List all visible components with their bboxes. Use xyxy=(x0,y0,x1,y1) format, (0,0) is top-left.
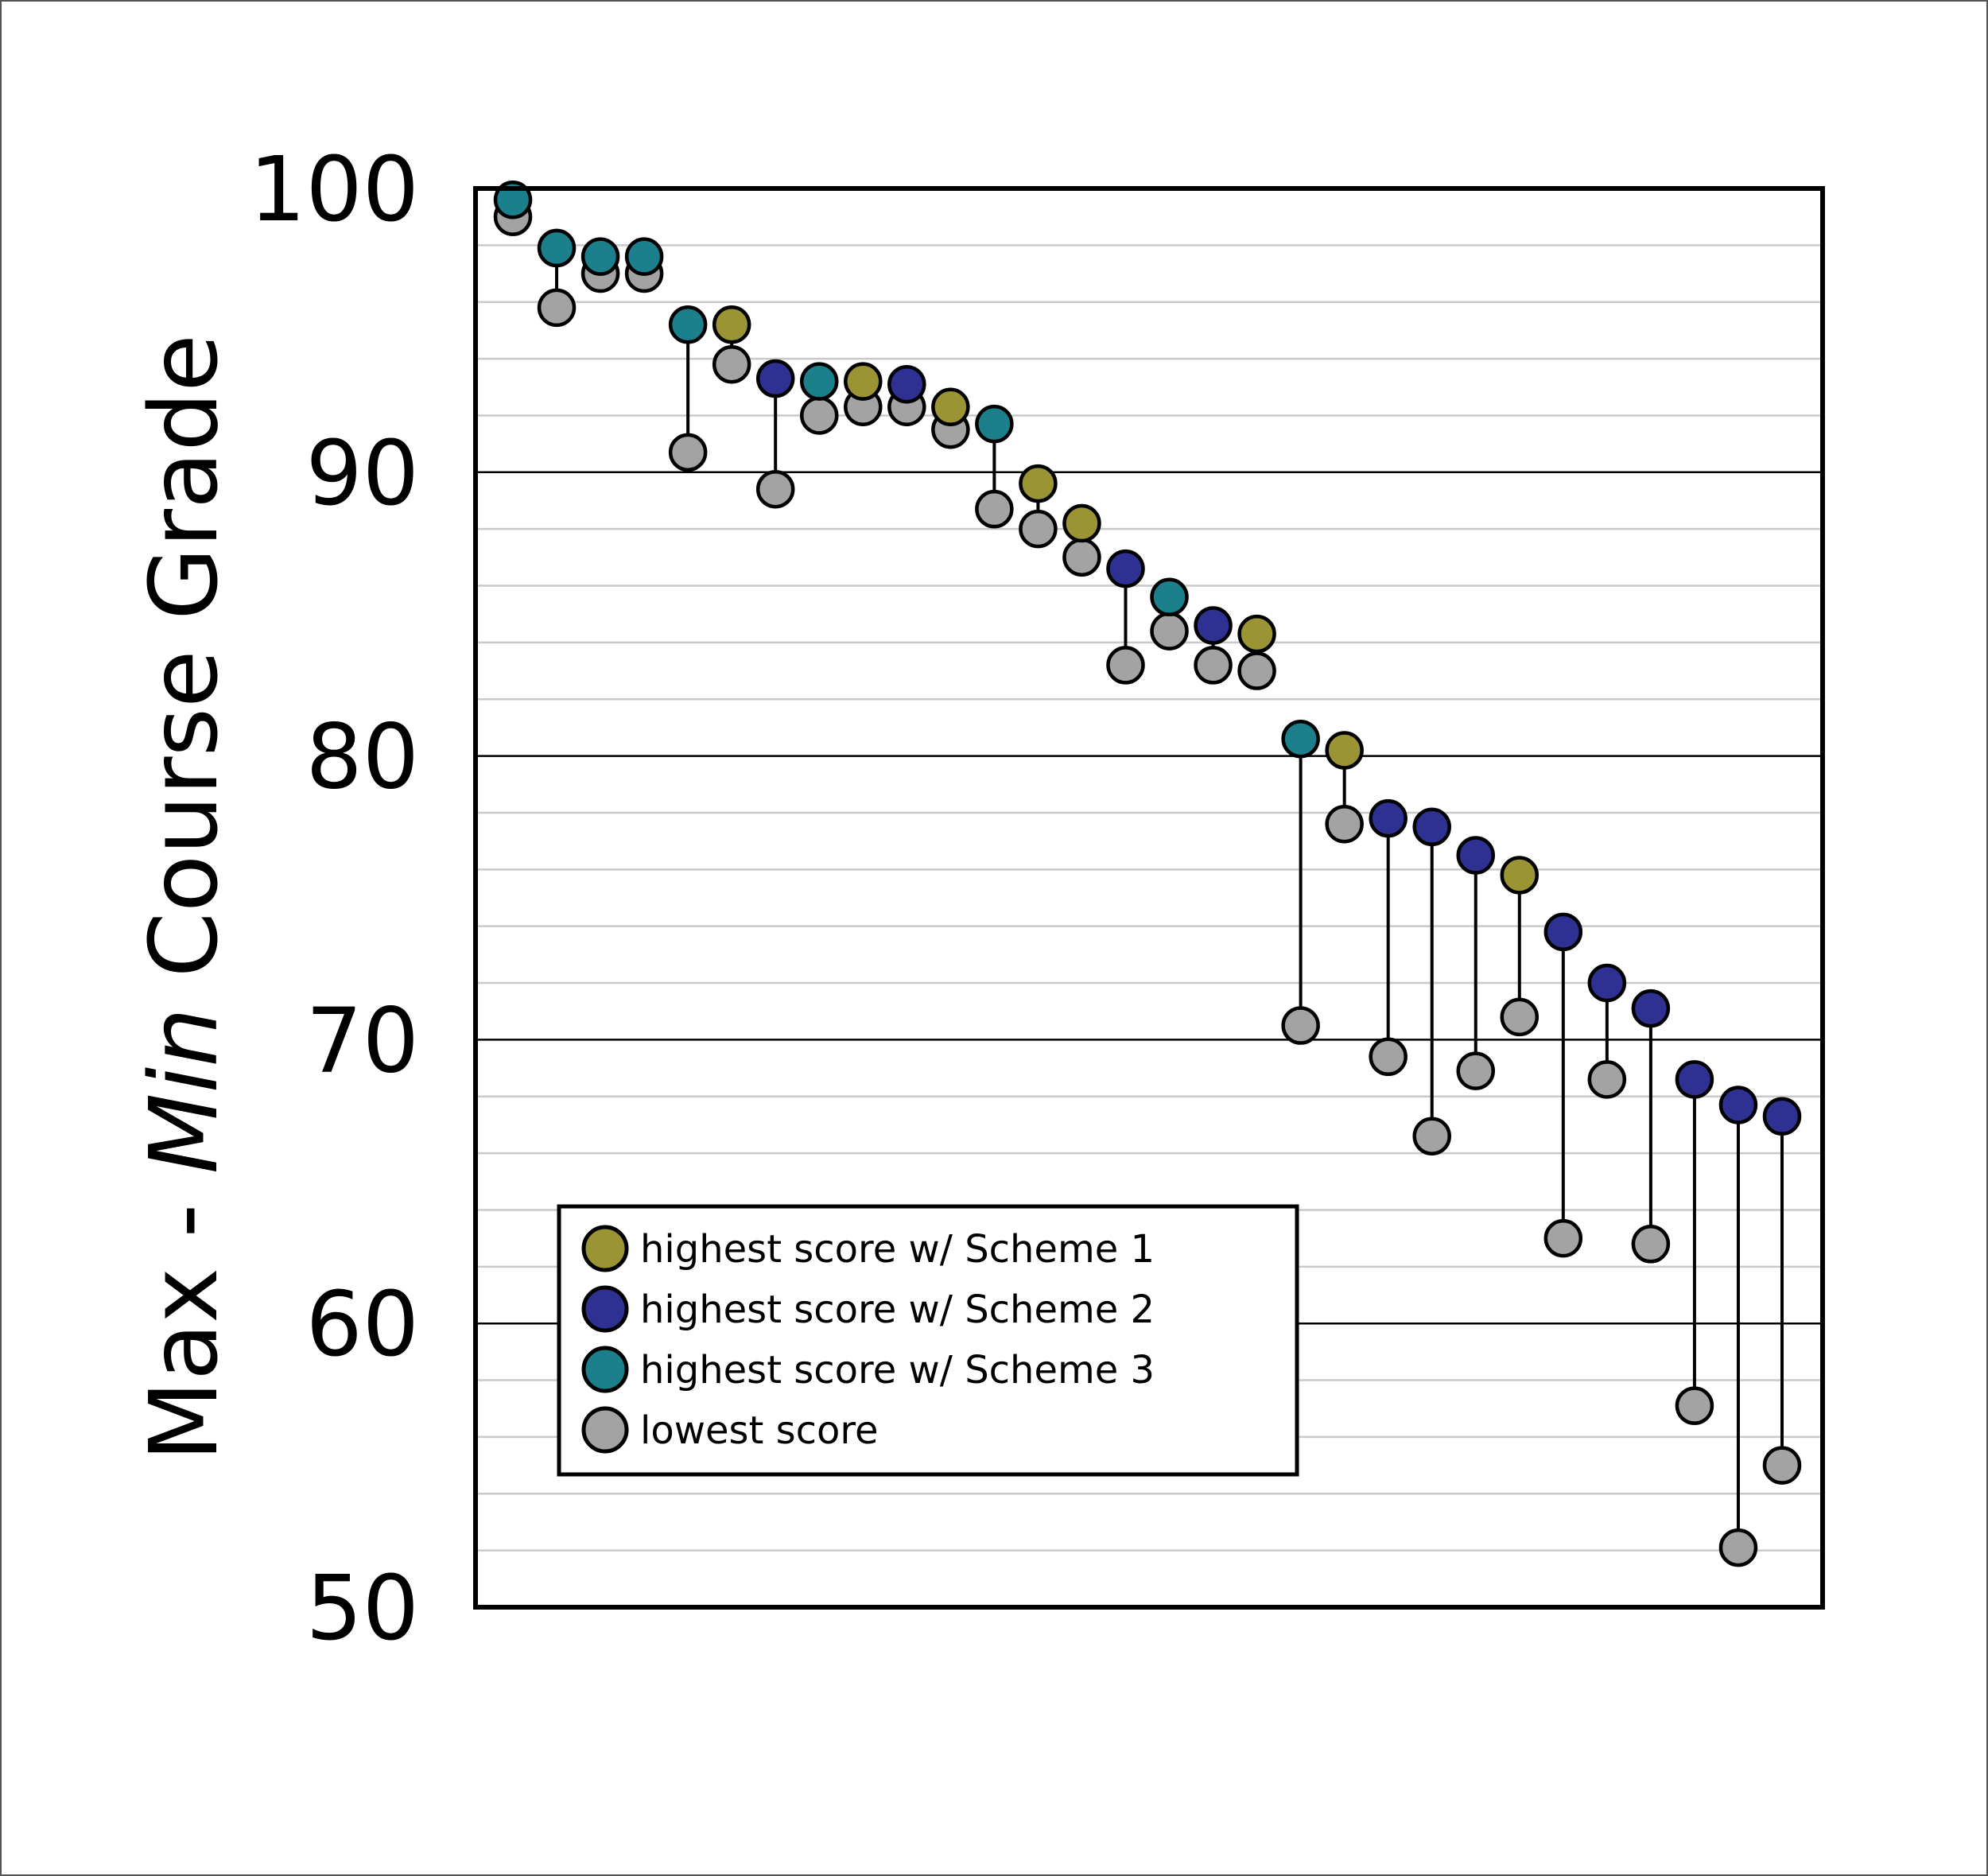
lowest-score-point xyxy=(1587,1060,1627,1099)
lowest-score-point xyxy=(799,396,839,435)
legend-label-scheme1: highest score w/ Scheme 1 xyxy=(640,1227,1155,1272)
legend-label-lowest: lowest score xyxy=(640,1408,879,1453)
lowest-score-point xyxy=(975,489,1014,529)
highest-score-point-scheme-2 xyxy=(1762,1097,1802,1136)
lowest-score-point xyxy=(1237,651,1276,690)
legend-swatch-scheme3 xyxy=(581,1346,629,1393)
lowest-score-point xyxy=(1631,1225,1671,1264)
legend-box xyxy=(557,1204,1299,1477)
lowest-score-point xyxy=(1194,646,1233,685)
highest-score-point-scheme-1 xyxy=(1500,856,1540,895)
lowest-score-point xyxy=(537,288,577,328)
lowest-score-point xyxy=(1675,1386,1714,1425)
lowest-score-point xyxy=(1412,1117,1451,1156)
highest-score-point-scheme-2 xyxy=(1106,549,1145,588)
highest-score-point-scheme-2 xyxy=(1412,807,1451,847)
y-tick-label: 60 xyxy=(305,1273,419,1377)
highest-score-point-scheme-2 xyxy=(1675,1060,1714,1099)
y-tick-label: 50 xyxy=(305,1557,419,1660)
highest-score-point-scheme-2 xyxy=(1456,836,1496,875)
y-axis-title-part-3: Course Grade xyxy=(129,334,239,1008)
highest-score-point-scheme-3 xyxy=(493,181,533,219)
highest-score-point-scheme-1 xyxy=(1062,503,1101,543)
highest-score-point-scheme-2 xyxy=(1718,1086,1758,1124)
highest-score-point-scheme-1 xyxy=(844,362,883,401)
highest-score-point-scheme-2 xyxy=(1587,963,1627,1003)
highest-score-point-scheme-3 xyxy=(799,362,839,401)
lowest-score-point xyxy=(755,469,795,509)
lowest-score-point xyxy=(1718,1528,1758,1567)
lowest-score-point xyxy=(1325,804,1364,844)
highest-score-point-scheme-2 xyxy=(755,359,795,398)
y-tick-label: 90 xyxy=(305,422,419,526)
legend-swatch-lowest xyxy=(581,1406,629,1454)
lowest-score-point xyxy=(1281,1006,1320,1045)
highest-score-point-scheme-3 xyxy=(668,305,708,344)
highest-score-point-scheme-3 xyxy=(580,237,620,276)
highest-score-point-scheme-2 xyxy=(1543,912,1583,952)
highest-score-point-scheme-2 xyxy=(1194,606,1233,645)
lowest-score-point xyxy=(1062,538,1101,577)
plot-area-border xyxy=(473,186,1825,1610)
highest-score-point-scheme-3 xyxy=(975,404,1014,444)
lowest-score-point xyxy=(1762,1446,1802,1485)
y-tick-label: 100 xyxy=(249,138,419,242)
y-tick-label: 70 xyxy=(305,989,419,1093)
lowest-score-point xyxy=(712,344,751,384)
legend-label-scheme3: highest score w/ Scheme 3 xyxy=(640,1348,1155,1392)
lowest-score-point xyxy=(1543,1218,1583,1258)
highest-score-point-scheme-3 xyxy=(1150,577,1189,617)
legend: highest score w/ Scheme 1 highest score w… xyxy=(557,1204,1299,1477)
lowest-score-point xyxy=(1019,509,1058,549)
highest-score-point-scheme-3 xyxy=(537,228,577,268)
legend-label-scheme2: highest score w/ Scheme 2 xyxy=(640,1288,1155,1332)
y-axis-tick-labels: 100 90 80 70 60 50 xyxy=(249,138,419,1660)
legend-swatch-scheme2 xyxy=(581,1285,629,1333)
y-axis-title: Max - Min Course Grade xyxy=(129,334,239,1462)
y-tick-label: 80 xyxy=(305,706,419,810)
lowest-score-point xyxy=(1456,1051,1496,1090)
lowest-score-point xyxy=(1369,1037,1408,1077)
y-axis-title-part-1: Max - xyxy=(129,1174,239,1462)
highest-score-point-scheme-1 xyxy=(931,387,970,426)
highest-score-point-scheme-2 xyxy=(887,364,926,404)
highest-score-markers xyxy=(493,181,1802,1136)
lowest-score-point xyxy=(1106,646,1145,685)
legend-swatch-scheme1 xyxy=(581,1225,629,1272)
highest-score-point-scheme-2 xyxy=(1631,988,1671,1028)
highest-score-point-scheme-2 xyxy=(1369,798,1408,838)
highest-score-point-scheme-3 xyxy=(1281,719,1320,759)
highest-score-point-scheme-1 xyxy=(1237,614,1276,654)
lowest-score-point xyxy=(1500,997,1540,1037)
highest-score-point-scheme-1 xyxy=(712,305,751,344)
highest-score-point-scheme-3 xyxy=(624,237,664,276)
lowest-score-point xyxy=(1150,612,1189,651)
y-axis-title-part-2: Min xyxy=(129,1008,239,1174)
highest-score-point-scheme-1 xyxy=(1325,731,1364,770)
highest-score-point-scheme-1 xyxy=(1019,464,1058,503)
lowest-score-point xyxy=(668,433,708,472)
